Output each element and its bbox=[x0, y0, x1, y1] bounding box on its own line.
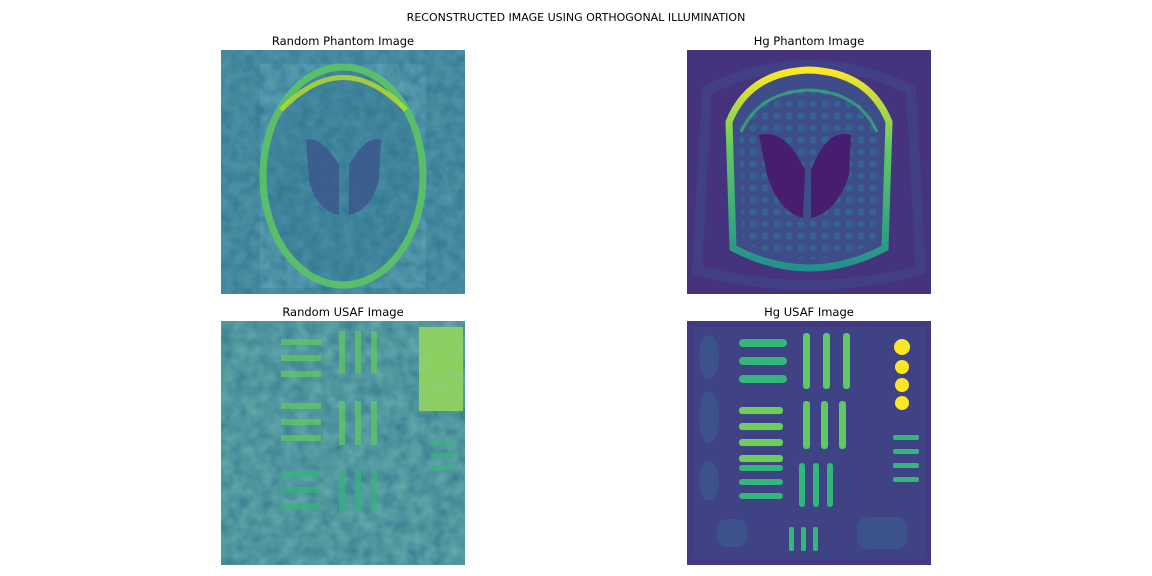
hg-phantom-skull-ring bbox=[725, 66, 893, 272]
hg-usaf-bar-group-top-left bbox=[739, 339, 787, 383]
hg-usaf-image bbox=[687, 321, 931, 565]
panel-title-random-usaf: Random USAF Image bbox=[282, 305, 404, 319]
random-usaf-bar-group-top bbox=[281, 331, 377, 377]
hg-usaf-bar-group-middle-center bbox=[803, 401, 846, 449]
random-usaf-bar-group-lower bbox=[281, 441, 457, 513]
random-usaf-bar-group-middle bbox=[281, 401, 377, 445]
hg-phantom-ventricle-right bbox=[811, 134, 851, 218]
hg-phantom-ventricle-left bbox=[759, 134, 805, 218]
panel-title-hg-phantom: Hg Phantom Image bbox=[753, 34, 865, 48]
panel-title-hg-usaf: Hg USAF Image bbox=[764, 305, 854, 319]
hg-usaf-bar-group-top-center bbox=[803, 333, 850, 389]
hg-usaf-bright-dots bbox=[894, 339, 910, 410]
panel-title-random-phantom: Random Phantom Image bbox=[271, 34, 415, 48]
hg-usaf-bar-group-middle-left bbox=[739, 407, 783, 462]
figure-suptitle: RECONSTRUCTED IMAGE USING ORTHOGONAL ILL… bbox=[406, 11, 746, 24]
random-phantom-ventricle-left bbox=[306, 139, 339, 215]
random-usaf-image bbox=[221, 321, 465, 565]
random-phantom-ventricle-right bbox=[349, 139, 381, 215]
hg-usaf-bar-group-lower bbox=[739, 435, 919, 551]
random-phantom-skull-ring bbox=[259, 63, 427, 289]
random-phantom-image bbox=[221, 50, 465, 294]
hg-phantom-image bbox=[687, 50, 931, 294]
